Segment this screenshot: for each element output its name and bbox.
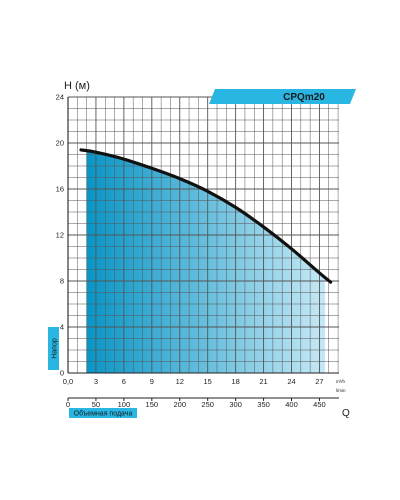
y-tick-label: 24 [56, 93, 64, 102]
y-tick-label: 4 [60, 323, 64, 332]
y-tick-label: 0 [60, 369, 64, 378]
x-tick-label-m3h: 9 [150, 377, 154, 386]
x-tick-label-lmin: 150 [146, 400, 159, 409]
model-label: CPQm20 [283, 92, 325, 103]
head-label-box [48, 327, 59, 370]
curve-area-fill [86, 150, 326, 373]
flow-side-label: Объемная подача [74, 410, 133, 418]
x-axis-title: Q [342, 408, 350, 419]
y-tick-label: 20 [56, 139, 64, 148]
x-tick-label-lmin: 250 [201, 400, 214, 409]
x-tick-label-lmin: 350 [257, 400, 270, 409]
y-tick-label: 12 [56, 231, 64, 240]
y-tick-label: 8 [60, 277, 64, 286]
x-tick-label-lmin: 400 [285, 400, 298, 409]
y-tick-labels: 0 4 8 12 16 20 24 [56, 93, 64, 378]
x-tick-label-lmin: 0 [66, 400, 70, 409]
x-tick-label-m3h: 3 [94, 377, 98, 386]
y-axis-title: H (м) [64, 80, 90, 92]
x-tick-label-m3h: 21 [259, 377, 267, 386]
x-unit-lmin: l/min [336, 388, 346, 393]
x-tick-label-m3h: 18 [231, 377, 239, 386]
x-tick-label-lmin: 50 [92, 400, 100, 409]
chart-axes [67, 97, 339, 399]
x-tick-label-lmin: 450 [313, 400, 326, 409]
x-unit-m3h: m³/h [336, 379, 345, 384]
x-tick-labels-lmin: 0 50 100 150 200 250 300 350 400 450 [66, 398, 326, 409]
model-banner [209, 89, 356, 104]
x-tick-label-lmin: 300 [229, 400, 242, 409]
x-tick-label-m3h: 27 [315, 377, 323, 386]
x-tick-label-m3h: 24 [287, 377, 295, 386]
head-side-label: Напор [52, 338, 59, 359]
x-tick-labels-m3h: 0,0 3 6 9 12 15 18 21 24 27 [63, 377, 324, 386]
x-tick-label-lmin: 200 [173, 400, 186, 409]
x-tick-label-m3h: 12 [176, 377, 184, 386]
x-tick-label-lmin: 100 [118, 400, 131, 409]
y-tick-label: 16 [56, 185, 64, 194]
x-tick-label-m3h: 0,0 [63, 377, 73, 386]
x-tick-label-m3h: 15 [204, 377, 212, 386]
flow-label-box [69, 408, 137, 418]
chart-grid [67, 96, 339, 374]
series-curve-line [79, 148, 333, 284]
x-tick-label-m3h: 6 [122, 377, 126, 386]
